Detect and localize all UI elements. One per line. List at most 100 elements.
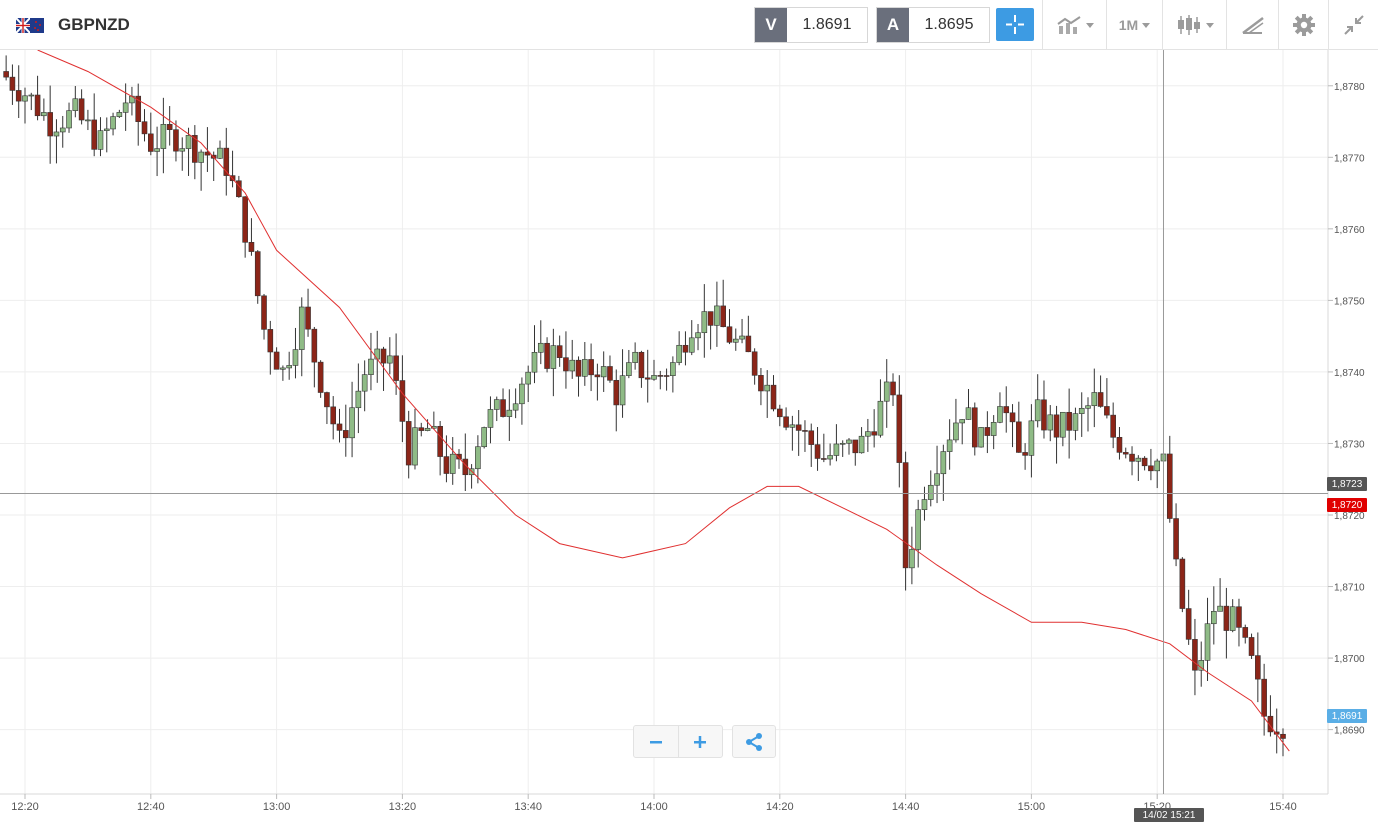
- candle: [1211, 586, 1217, 645]
- candle: [1267, 695, 1274, 737]
- candle-body: [1116, 436, 1123, 453]
- candle-body: [22, 95, 28, 102]
- candle-body: [814, 444, 821, 459]
- candle-body: [1229, 606, 1236, 631]
- candle: [1129, 446, 1135, 476]
- candle-body: [66, 110, 72, 129]
- candle-body: [770, 384, 777, 410]
- zoom-out-button[interactable]: [634, 726, 679, 757]
- candle: [619, 349, 626, 418]
- candle: [330, 396, 337, 440]
- zoom-in-button[interactable]: [679, 726, 723, 757]
- candle-body: [267, 329, 274, 353]
- price-chart[interactable]: 1,8780 1,8770 1,8760 1,8750 1,8740 1,8730 1,87…: [0, 50, 1378, 824]
- candle: [431, 411, 437, 430]
- candle-body: [971, 407, 978, 448]
- candle-body: [1097, 392, 1104, 407]
- candle-body: [1166, 453, 1173, 519]
- crosshair-price-label: 1,8723: [1327, 477, 1367, 491]
- candle: [1003, 386, 1010, 433]
- candle: [85, 109, 91, 131]
- settings-button[interactable]: [1278, 0, 1328, 50]
- candle-body: [1053, 414, 1060, 438]
- candle-body: [185, 135, 192, 149]
- candle-body: [575, 359, 582, 377]
- collapse-icon: [1343, 15, 1364, 35]
- candle: [103, 117, 110, 153]
- candle: [582, 342, 588, 386]
- moving-average-line: [37, 50, 1290, 752]
- candle: [443, 435, 450, 483]
- candle: [1166, 435, 1173, 523]
- candle: [1154, 458, 1160, 489]
- candle: [563, 331, 569, 389]
- candle: [575, 356, 582, 397]
- indicators-button[interactable]: [1042, 0, 1106, 50]
- timeframe-dropdown[interactable]: 1M: [1106, 0, 1162, 50]
- candle-body: [85, 119, 91, 122]
- candle-body: [443, 456, 450, 474]
- ask-price-button[interactable]: A 1.8695: [876, 7, 990, 43]
- candle-body: [28, 94, 35, 97]
- candle-body: [701, 311, 708, 334]
- price-tick-label: 1,8750: [1334, 296, 1365, 307]
- candle-body: [1091, 392, 1098, 407]
- candle: [971, 402, 978, 456]
- candle: [594, 363, 601, 401]
- candle-body: [15, 90, 22, 102]
- candle: [927, 470, 934, 507]
- candle: [720, 279, 726, 328]
- candle-body: [487, 409, 494, 428]
- candle-body: [418, 427, 425, 431]
- candle: [632, 342, 638, 370]
- candle-body: [613, 379, 620, 406]
- candle: [418, 422, 425, 437]
- candle: [896, 375, 903, 488]
- candle: [953, 398, 959, 443]
- candle-body: [506, 409, 513, 417]
- candle: [978, 427, 984, 448]
- candle-body: [1211, 611, 1217, 625]
- candle: [1009, 404, 1016, 448]
- candle-body: [34, 94, 41, 117]
- candle: [959, 419, 966, 445]
- candle-body: [1267, 715, 1274, 733]
- share-icon: [746, 732, 762, 751]
- candle-body: [116, 112, 123, 117]
- bid-label: V: [755, 8, 787, 42]
- candle-body: [789, 424, 796, 428]
- candle-body: [525, 371, 532, 385]
- share-button[interactable]: [732, 725, 776, 758]
- candle: [185, 127, 192, 176]
- collapse-button[interactable]: [1328, 0, 1378, 50]
- candle: [839, 440, 846, 457]
- crosshair-button[interactable]: [996, 8, 1034, 41]
- candle: [965, 389, 972, 420]
- candle-body: [544, 342, 550, 369]
- candle-body: [361, 374, 368, 392]
- candle: [1204, 597, 1211, 682]
- candle: [997, 392, 1003, 424]
- candle: [984, 411, 991, 454]
- candle-body: [632, 351, 638, 363]
- candle: [531, 325, 538, 384]
- candle: [607, 355, 613, 383]
- candle-body: [537, 342, 544, 353]
- ask-value: 1.8695: [924, 16, 974, 33]
- drawing-tools-button[interactable]: [1226, 0, 1278, 50]
- candle: [500, 388, 506, 418]
- candle: [160, 97, 167, 174]
- bid-price-button[interactable]: V 1.8691: [754, 7, 868, 43]
- candle: [1085, 397, 1091, 432]
- candle-body: [663, 375, 670, 377]
- candle-body: [1135, 457, 1142, 462]
- candle-body: [1141, 457, 1148, 467]
- candle: [1066, 388, 1072, 459]
- chart-type-dropdown[interactable]: [1162, 0, 1226, 50]
- candle: [946, 419, 953, 470]
- candle-body: [1248, 637, 1255, 656]
- candle: [361, 360, 368, 412]
- candle: [261, 293, 267, 340]
- candle-body: [78, 98, 85, 121]
- candle: [871, 409, 877, 448]
